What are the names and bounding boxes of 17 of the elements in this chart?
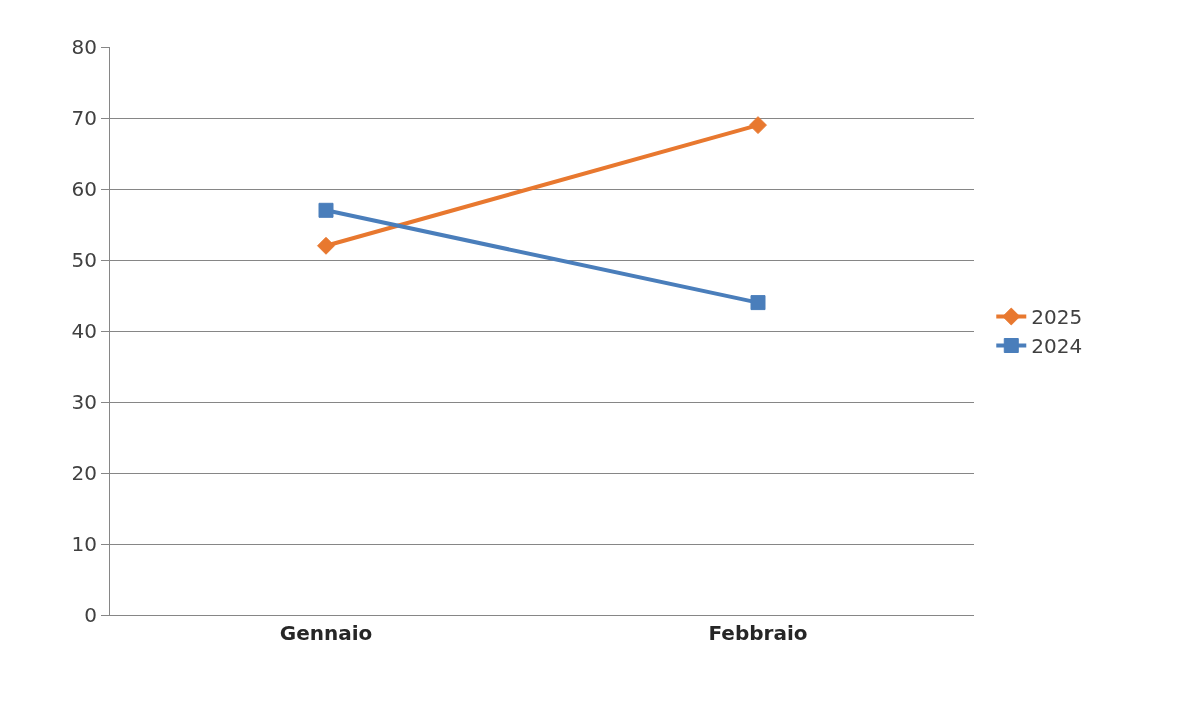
y-tick-label: 50 xyxy=(71,248,97,272)
y-tick-label: 40 xyxy=(71,319,97,343)
y-tick-label: 30 xyxy=(71,390,97,414)
y-tick-label: 0 xyxy=(84,603,97,627)
point xyxy=(750,295,766,311)
y-tick-label: 80 xyxy=(71,35,97,59)
y-tick-label: 60 xyxy=(71,177,97,201)
point xyxy=(749,116,767,135)
x-tick-label: Gennaio xyxy=(279,621,373,645)
y-tick-label: 20 xyxy=(71,461,97,485)
y-tick-label: 10 xyxy=(71,532,97,556)
legend-label: 2025 xyxy=(1031,305,1083,330)
point xyxy=(317,236,335,255)
legend-label: 2024 xyxy=(1031,334,1083,359)
y-tick-label: 70 xyxy=(71,106,97,130)
point xyxy=(318,202,334,218)
x-tick-label: Febbraio xyxy=(708,621,808,645)
